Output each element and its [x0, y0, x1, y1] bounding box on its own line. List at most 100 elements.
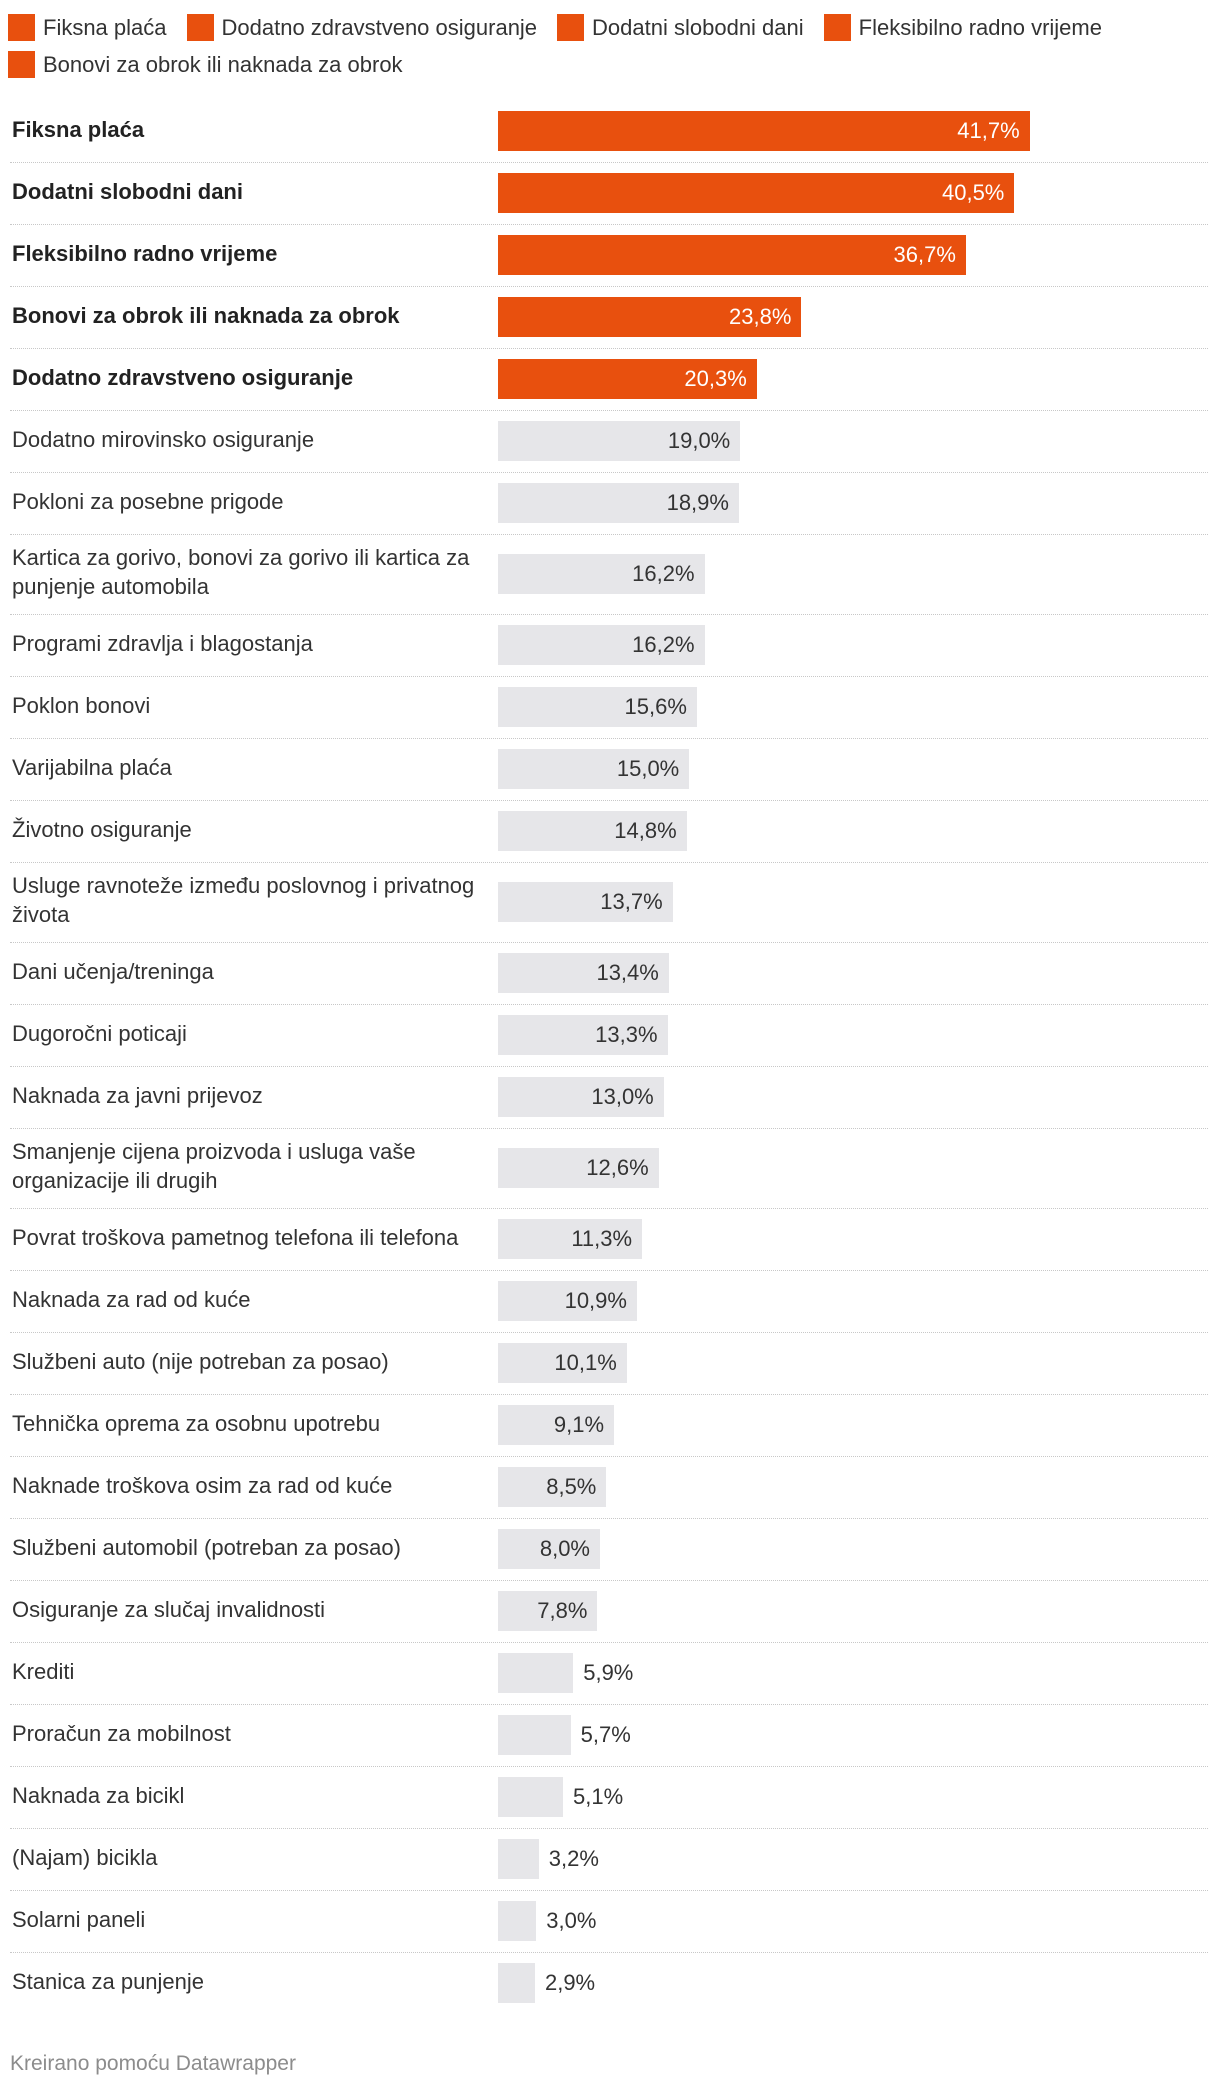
bar-value-label: 10,9%	[564, 1288, 627, 1313]
bar	[498, 359, 757, 399]
bar-value-label: 8,0%	[539, 1536, 590, 1561]
bar	[498, 1219, 643, 1259]
bar	[498, 1777, 564, 1817]
bar	[498, 1653, 574, 1693]
legend-item: Fiksna plaća	[8, 14, 167, 41]
bar-value-label: 41,7%	[957, 118, 1020, 143]
bar-label: Usluge ravnoteže između poslovnog i priv…	[12, 873, 475, 927]
bar	[498, 1591, 598, 1631]
bar-label: Proračun za mobilnost	[12, 1720, 231, 1746]
bar	[498, 749, 690, 789]
bar	[498, 1281, 637, 1321]
legend-label: Fiksna plaća	[43, 14, 167, 40]
bar-value-label: 16,2%	[632, 632, 695, 657]
row-divider	[10, 738, 1208, 739]
bar-value-label: 5,9%	[583, 1660, 634, 1685]
row-divider	[10, 862, 1208, 863]
bar-value-label: 9,1%	[553, 1412, 605, 1437]
legend-item: Dodatni slobodni dani	[557, 14, 804, 41]
legend-swatch	[823, 14, 851, 41]
bar-label: Naknada za javni prijevoz	[12, 1082, 263, 1108]
row-divider	[10, 1642, 1208, 1643]
bar	[498, 1839, 539, 1879]
row-divider	[10, 1518, 1208, 1519]
bar-label: Dodatno zdravstveno osiguranje	[12, 364, 354, 390]
bar-label: (Najam) bicikla	[12, 1844, 158, 1870]
bar-label: Tehnička oprema za osobnu upotrebu	[12, 1410, 381, 1436]
bar-value-label: 11,3%	[571, 1226, 633, 1251]
bar-label: Smanjenje cijena proizvoda i usluga vaše…	[12, 1139, 416, 1193]
bar-label: Službeni auto (nije potreban za posao)	[12, 1348, 389, 1374]
legend-row: Fiksna plaća Dodatno zdravstveno osiguran…	[8, 9, 1208, 46]
bar-label: Varijabilna plaća	[12, 754, 172, 780]
row-divider	[10, 1890, 1208, 1891]
bar-value-label: 15,0%	[616, 756, 680, 781]
row-divider	[10, 1066, 1208, 1067]
row-divider	[10, 410, 1208, 411]
bar-value-label: 2,9%	[544, 1970, 596, 1995]
row-divider	[10, 1270, 1208, 1271]
bar-value-label: 10,1%	[554, 1350, 617, 1375]
chart-legend: Fiksna plaća Dodatno zdravstveno osiguran…	[8, 9, 1208, 83]
bar-value-label: 16,2%	[632, 561, 695, 586]
legend-item: Bonovi za obrok ili naknada za obrok	[8, 51, 403, 78]
bar-value-label: 18,9%	[666, 490, 729, 515]
bar	[498, 687, 697, 727]
row-divider	[10, 1766, 1208, 1767]
bar	[498, 111, 1030, 151]
bar	[498, 1343, 627, 1383]
row-divider	[10, 1208, 1208, 1209]
bar-label: Dodatno mirovinsko osiguranje	[12, 426, 315, 452]
bar	[498, 625, 705, 665]
legend-item: Fleksibilno radno vrijeme	[823, 14, 1102, 41]
bar	[498, 297, 802, 337]
legend-swatch	[8, 51, 35, 78]
legend-label: Bonovi za obrok ili naknada za obrok	[43, 51, 403, 77]
bar-value-label: 7,8%	[537, 1598, 588, 1623]
bar-label: Dani učenja/treninga	[12, 958, 214, 984]
row-divider	[10, 224, 1208, 225]
bar-value-label: 19,0%	[667, 428, 731, 453]
bar	[498, 1405, 615, 1445]
bar-value-label: 15,6%	[624, 694, 687, 719]
row-divider	[10, 1332, 1208, 1333]
bar-value-label: 13,3%	[595, 1022, 658, 1047]
legend-swatch	[557, 14, 585, 41]
bar-label: Kartica za gorivo, bonovi za gorivo ili …	[12, 545, 470, 599]
bar-value-label: 5,7%	[580, 1722, 631, 1747]
legend-label: Dodatno zdravstveno osiguranje	[221, 14, 538, 40]
row-divider	[10, 1704, 1208, 1705]
bar-label: Povrat troškova pametnog telefona ili te…	[12, 1224, 459, 1250]
row-divider	[10, 1004, 1208, 1005]
row-divider	[10, 800, 1208, 801]
bar-label: Pokloni za posebne prigode	[12, 488, 284, 514]
bar-value-label: 13,4%	[596, 960, 659, 985]
bar-label: Programi zdravlja i blagostanja	[12, 630, 313, 656]
bar	[498, 1529, 600, 1569]
row-divider	[10, 614, 1208, 615]
bar-label: Dodatni slobodni dani	[12, 178, 243, 204]
row-divider	[10, 348, 1208, 349]
bar-label: Poklon bonovi	[12, 692, 151, 718]
legend-label: Dodatni slobodni dani	[592, 14, 804, 40]
footer-credit: Kreirano pomoću Datawrapper	[10, 2052, 296, 2075]
bar	[498, 953, 669, 993]
bar-label: Dugoročni poticaji	[12, 1020, 187, 1046]
row-divider	[10, 1828, 1208, 1829]
legend-row: Bonovi za obrok ili naknada za obrok	[8, 46, 1208, 83]
bar-label: Fiksna plaća	[12, 116, 145, 142]
bar	[498, 1148, 659, 1188]
row-divider	[10, 1394, 1208, 1395]
legend-item: Dodatno zdravstveno osiguranje	[186, 14, 538, 41]
bar	[498, 1715, 571, 1755]
bar	[498, 421, 741, 461]
bar-value-label: 20,3%	[684, 366, 747, 391]
legend-label: Fleksibilno radno vrijeme	[858, 14, 1102, 40]
bar	[498, 882, 673, 922]
bar	[498, 235, 966, 275]
row-divider	[10, 1128, 1208, 1129]
bar-label: Osiguranje za slučaj invalidnosti	[12, 1596, 326, 1622]
bar	[498, 1901, 537, 1941]
bar-value-label: 3,2%	[548, 1846, 599, 1871]
